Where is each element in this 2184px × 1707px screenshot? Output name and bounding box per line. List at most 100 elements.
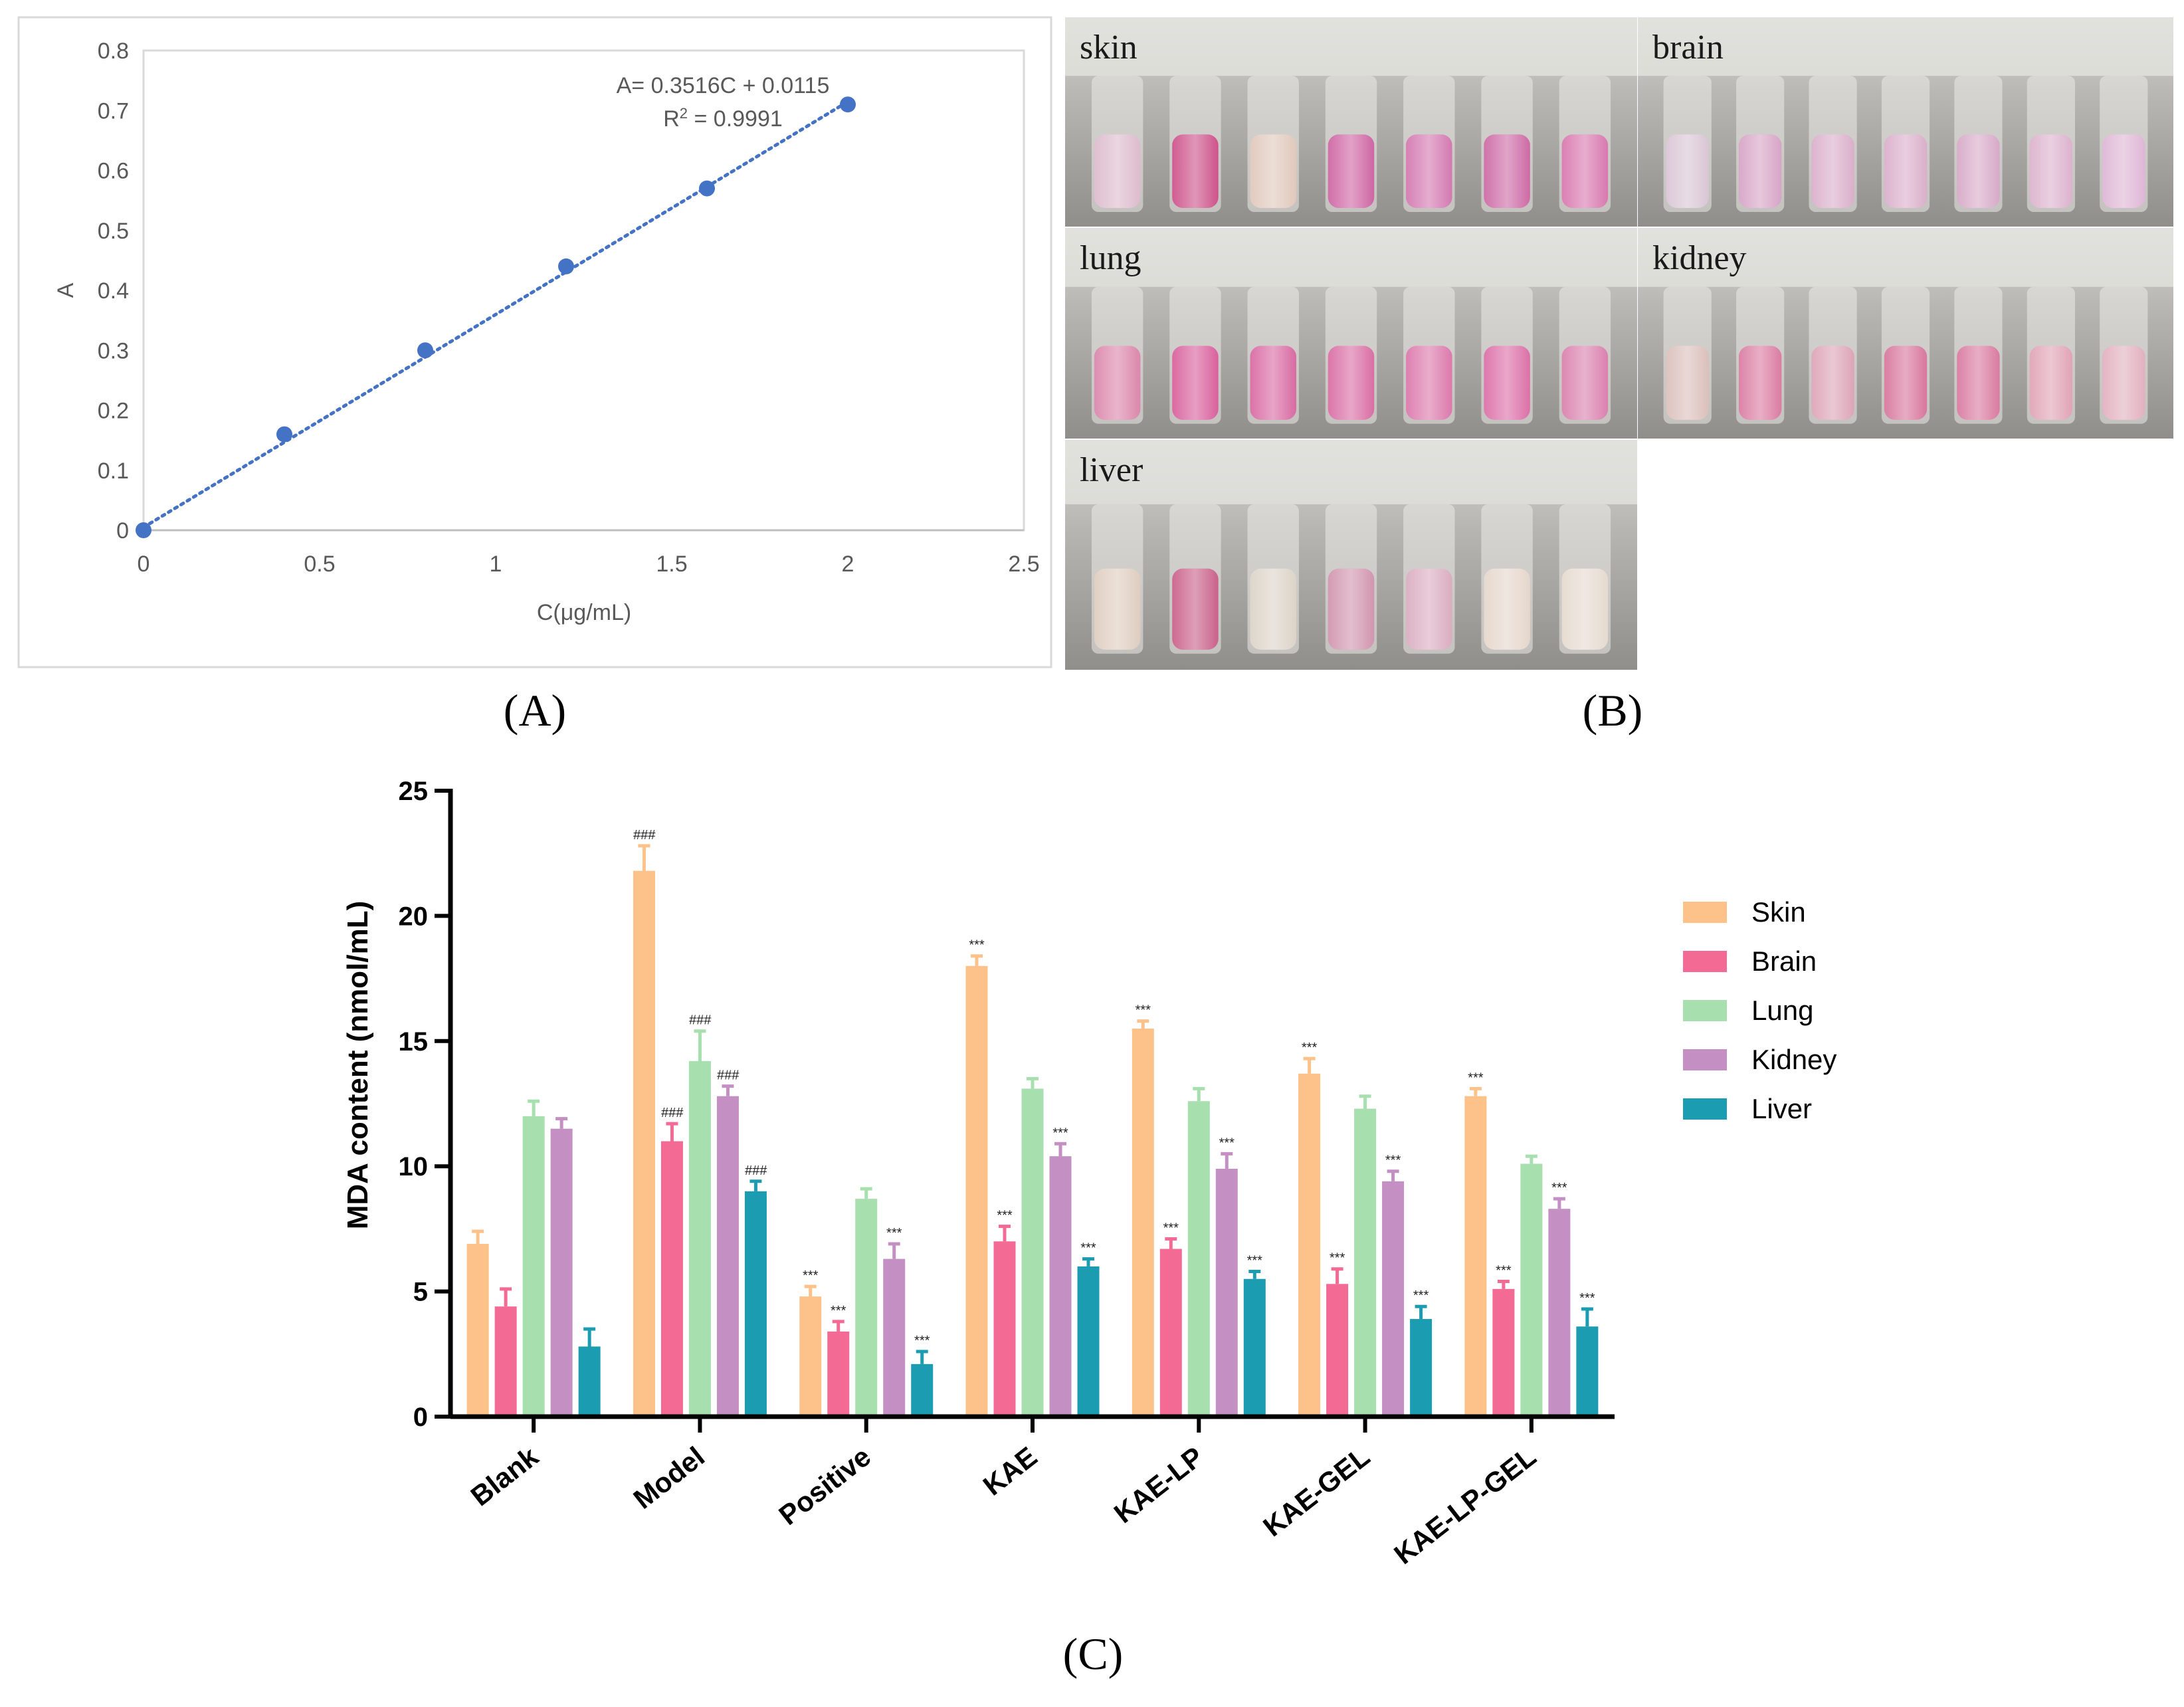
legend-label: Liver <box>1751 1093 1812 1124</box>
tube-highlight <box>1328 346 1375 420</box>
tube-photo-skin: skin <box>1065 17 1637 227</box>
y-tick-label: 15 <box>399 1027 429 1056</box>
tube-highlight <box>1884 134 1928 208</box>
tube-highlight <box>1484 134 1530 208</box>
x-category-label: KAE-GEL <box>1257 1441 1375 1542</box>
panel-c-axes-layer: Blank Model Positive KAE KAE-LP KAE-GEL KAE-LP… <box>399 777 1615 1570</box>
panel-c-label: (C) <box>1063 1629 1124 1679</box>
panel-a-x-tick-label: 2.5 <box>1008 552 1039 577</box>
x-category-label: Model <box>627 1441 710 1515</box>
bar-liver <box>911 1363 934 1417</box>
significance-label: *** <box>886 1226 902 1241</box>
bar-kidney <box>1215 1168 1238 1417</box>
tube-highlight <box>1484 568 1530 650</box>
bar-skin <box>466 1244 489 1417</box>
tube-highlight <box>1666 134 1709 208</box>
panel-c-legend: Skin Brain Lung Kidney Liver <box>1683 896 1837 1124</box>
panel-a-data-point <box>276 426 292 443</box>
panel-a-y-tick-label: 0.2 <box>98 399 129 424</box>
tube-caption-lung: lung <box>1080 239 1141 277</box>
bar-lung <box>1354 1108 1377 1417</box>
bar-liver <box>1243 1278 1266 1417</box>
x-category-label: KAE <box>977 1441 1043 1502</box>
tube-caption-brain: brain <box>1652 29 1724 66</box>
panel-a-equation: A= 0.3516C + 0.0115 <box>617 73 830 98</box>
significance-label: *** <box>1468 1070 1484 1085</box>
tube-highlight <box>1172 134 1219 208</box>
tube-highlight <box>1811 346 1854 420</box>
tube-highlight <box>2102 134 2145 208</box>
tube-highlight <box>2029 134 2072 208</box>
tube-highlight <box>1884 346 1928 420</box>
tube-highlight <box>2029 346 2072 420</box>
panel-a-points-layer <box>136 96 856 538</box>
bar-brain <box>660 1141 683 1417</box>
legend-swatch-liver <box>1683 1098 1727 1120</box>
panel-a-standard-curve: 0 0.1 0.2 0.3 0.4 0.5 0.6 0.7 0.8 0 0.5 1 1.5 2 2.5 A… <box>17 16 1052 736</box>
panel-b-label: (B) <box>1583 685 1643 736</box>
x-category-label: Positive <box>773 1441 876 1531</box>
significance-label: ### <box>633 828 656 843</box>
significance-label: *** <box>1136 1003 1151 1018</box>
tube-highlight <box>1957 346 2000 420</box>
panel-c-y-axis-label: MDA content (nmol/mL) <box>342 901 374 1230</box>
tube-highlight <box>1957 134 2000 208</box>
significance-label: *** <box>969 938 985 953</box>
legend-label: Skin <box>1751 896 1806 928</box>
bar-lung <box>1520 1163 1543 1417</box>
y-tick-label: 20 <box>399 902 429 931</box>
bar-brain <box>993 1241 1016 1417</box>
significance-label: *** <box>997 1209 1013 1223</box>
bar-liver <box>1410 1319 1433 1417</box>
tube-highlight <box>1406 568 1452 650</box>
legend-swatch-lung <box>1683 1000 1727 1021</box>
bar-lung <box>688 1060 711 1417</box>
panel-a-data-point <box>136 522 151 538</box>
y-tick-label: 5 <box>413 1278 428 1307</box>
panel-a-trendline <box>142 100 850 530</box>
significance-label: *** <box>1413 1288 1429 1303</box>
panel-a-label: (A) <box>504 685 566 736</box>
panel-b-photo-grid: skin brain lung kidney liver <box>1065 17 2173 670</box>
panel-b-tube-photos: skin brain lung kidney liver (B) <box>1065 17 2173 736</box>
tube-highlight <box>1094 346 1141 420</box>
bar-kidney <box>1049 1156 1072 1417</box>
tube-highlight <box>1250 568 1296 650</box>
tube-photo-lung: lung <box>1065 228 1637 439</box>
panel-c-bars-layer: ### ### ### ### ### *** *** *** *** *** *** *** *** *… <box>466 828 1599 1417</box>
panel-a-y-tick-label: 0 <box>116 518 129 544</box>
tube-highlight <box>1739 134 1782 208</box>
tube-highlight <box>1328 568 1375 650</box>
tube-highlight <box>1406 346 1452 420</box>
legend-label: Kidney <box>1751 1044 1837 1075</box>
significance-label: *** <box>1302 1041 1318 1055</box>
panel-a-y-ticks: 0 0.1 0.2 0.3 0.4 0.5 0.6 0.7 0.8 <box>98 39 129 544</box>
significance-label: *** <box>1496 1264 1512 1278</box>
y-tick-label: 0 <box>413 1403 428 1432</box>
panel-a-x-tick-label: 1.5 <box>656 552 687 577</box>
tube-photo-brain: brain <box>1638 17 2173 227</box>
panel-a-x-tick-label: 2 <box>842 552 854 577</box>
photo-wall <box>1638 17 2173 76</box>
bar-brain <box>827 1331 850 1417</box>
significance-label: *** <box>1080 1241 1096 1256</box>
significance-label: *** <box>1163 1221 1179 1235</box>
significance-label: *** <box>914 1334 930 1348</box>
panel-a-data-point <box>417 342 433 359</box>
y-tick-label: 25 <box>399 777 429 806</box>
panel-a-y-tick-label: 0.7 <box>98 98 129 124</box>
x-category-label: KAE-LP-GEL <box>1388 1441 1541 1570</box>
panel-a-x-ticks: 0 0.5 1 1.5 2 2.5 <box>138 552 1040 577</box>
bar-lung <box>522 1116 545 1417</box>
panel-a-trendline-layer <box>142 100 850 530</box>
significance-label: *** <box>1551 1181 1567 1195</box>
tube-highlight <box>2102 346 2145 420</box>
panel-a-frame <box>17 16 1052 668</box>
panel-a-y-tick-label: 0.6 <box>98 159 129 184</box>
panel-a-x-axis-label: C(μg/mL) <box>537 600 631 625</box>
x-category-label: Blank <box>465 1441 545 1512</box>
tube-highlight <box>1739 346 1782 420</box>
bar-skin <box>1132 1028 1154 1417</box>
tube-caption-liver: liver <box>1080 451 1143 489</box>
photo-wall <box>1638 228 2173 287</box>
